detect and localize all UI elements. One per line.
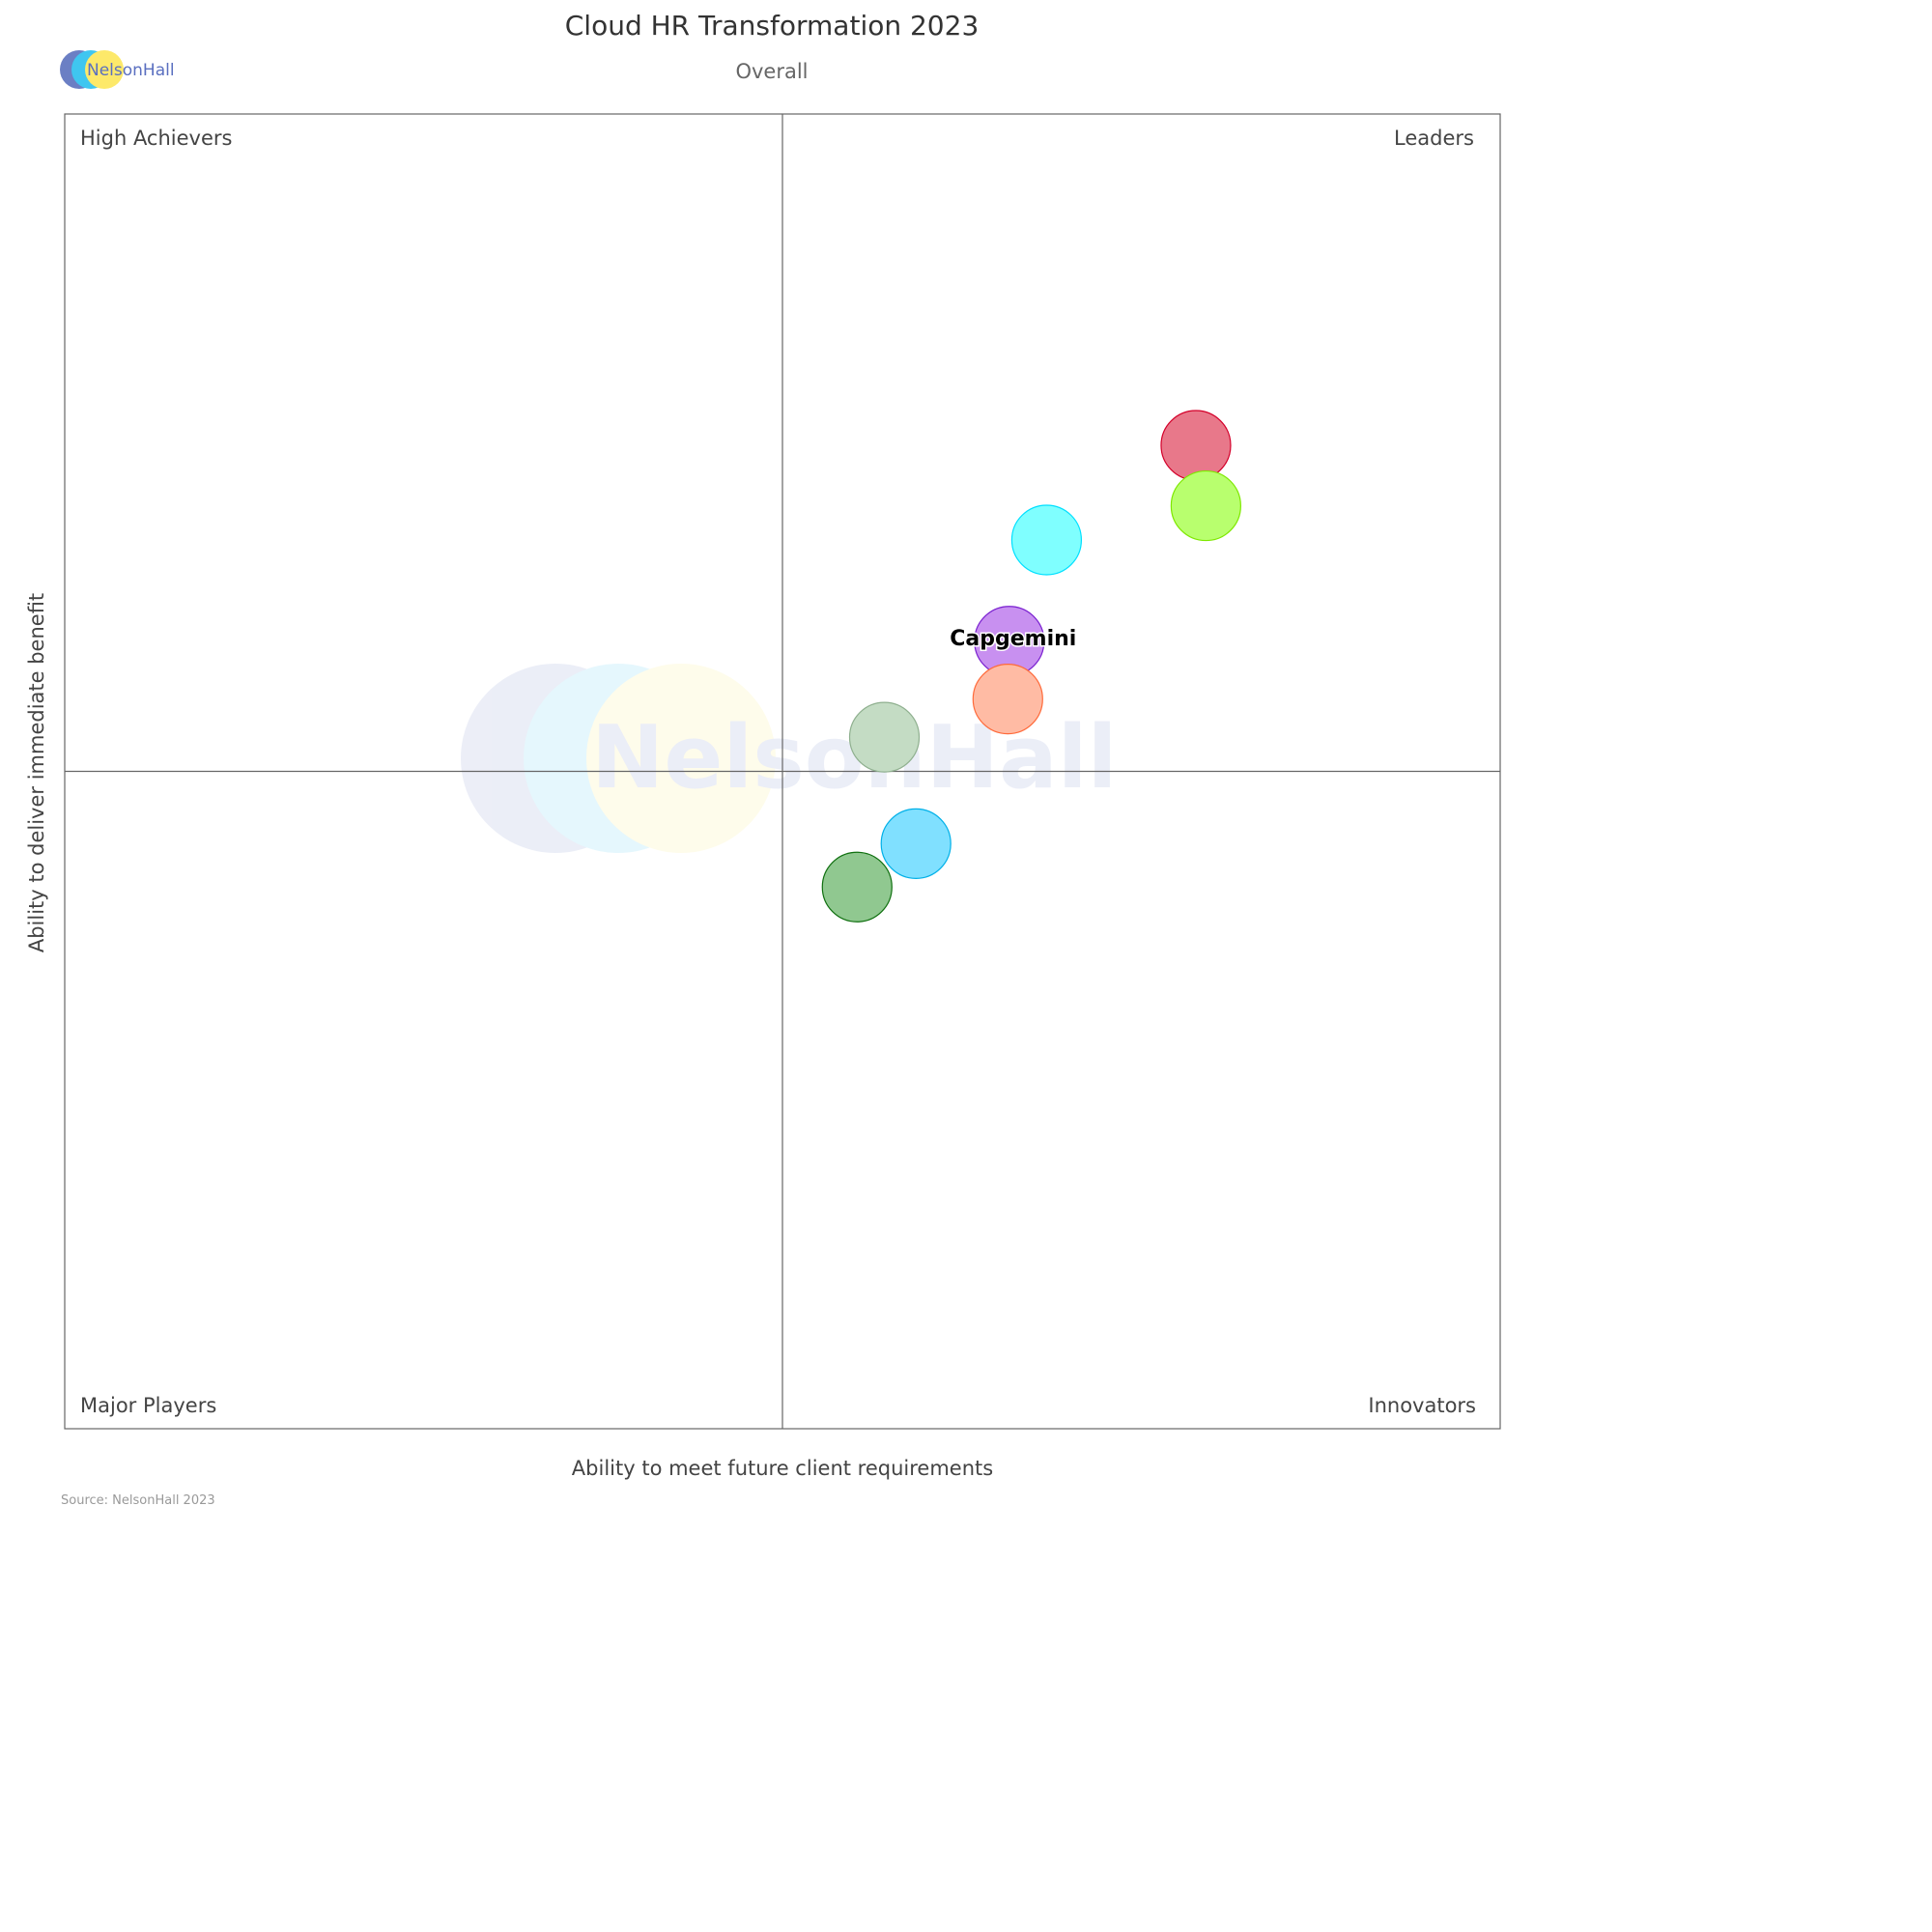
data-point-8[interactable]: [821, 851, 893, 923]
x-axis-label: Ability to meet future client requiremen…: [571, 1457, 994, 1480]
chart-subtitle: Overall: [735, 60, 809, 83]
data-point-5[interactable]: [972, 664, 1043, 735]
y-axis-label: Ability to deliver immediate benefit: [25, 592, 48, 953]
quadrant-leaders: Leaders: [1394, 127, 1474, 150]
data-point-1[interactable]: [1160, 410, 1232, 481]
quadrant-high-achievers: High Achievers: [80, 127, 232, 150]
nelsonhall-logo: NelsonHall: [60, 50, 175, 89]
svg-text:NelsonHall: NelsonHall: [87, 61, 175, 80]
data-point-3[interactable]: [1010, 504, 1083, 576]
data-label-4: Capgemini: [950, 627, 1076, 651]
data-point-6[interactable]: [848, 701, 921, 773]
data-point-2[interactable]: [1170, 469, 1241, 542]
quadrant-major-players: Major Players: [80, 1394, 216, 1417]
data-point-7[interactable]: [880, 808, 952, 879]
quadrant-innovators: Innovators: [1368, 1394, 1476, 1417]
source-note: Source: NelsonHall 2023: [61, 1493, 215, 1508]
chart-title: Cloud HR Transformation 2023: [564, 10, 980, 42]
watermark: NelsonHall: [461, 664, 1117, 853]
quadrant-chart: NelsonHall High Achievers Leaders Major …: [64, 113, 1501, 1430]
